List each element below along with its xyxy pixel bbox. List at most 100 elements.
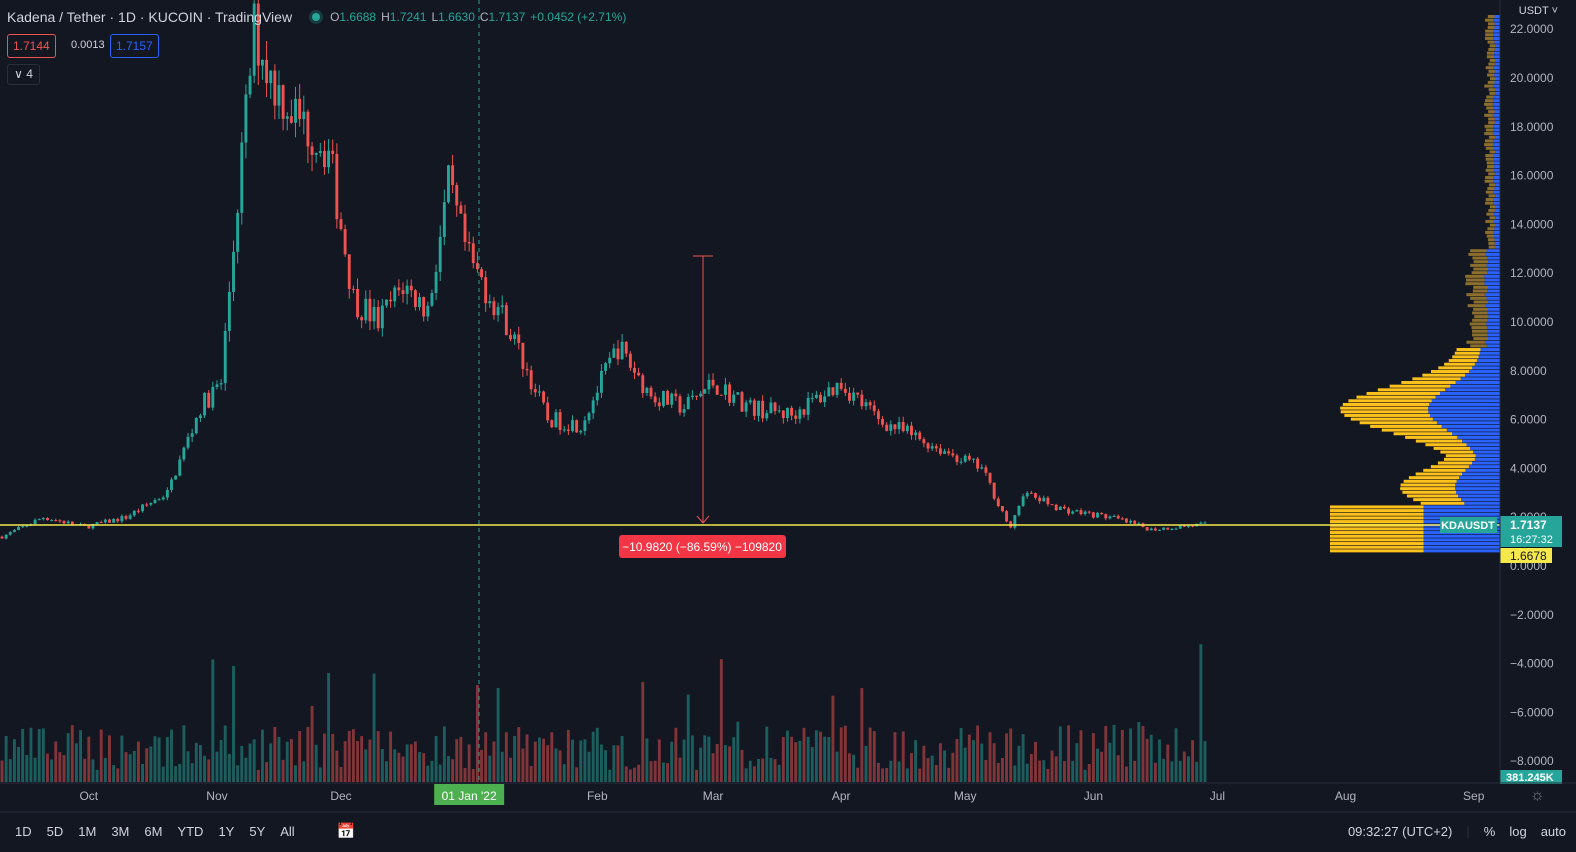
volume-bar bbox=[438, 764, 442, 782]
volume-bar bbox=[988, 732, 992, 782]
vp-bar-blue bbox=[1494, 234, 1500, 238]
timeframe-6m-button[interactable]: 6M bbox=[144, 823, 163, 839]
volume-profile bbox=[1330, 15, 1500, 553]
volume-bar bbox=[170, 729, 173, 782]
vp-bar-blue bbox=[1494, 47, 1500, 51]
vp-bar-yellow bbox=[1485, 146, 1494, 150]
candle-body bbox=[1013, 515, 1017, 528]
change-value: +0.0452 (+2.71%) bbox=[530, 10, 627, 24]
vp-bar-yellow bbox=[1489, 223, 1496, 227]
volume-bar bbox=[62, 755, 66, 782]
vp-bar-yellow bbox=[1330, 512, 1424, 516]
time-axis[interactable]: Oct Nov Dec 01 Jan '22 Feb Mar Apr May Jun Jul Aug… bbox=[79, 784, 1485, 805]
currency-selector[interactable]: USDT ˅ bbox=[1519, 5, 1558, 17]
timeframe-5y-button[interactable]: 5Y bbox=[249, 823, 266, 839]
volume-bar bbox=[215, 751, 219, 782]
date-range-calendar-icon[interactable]: 📅 bbox=[336, 823, 356, 840]
sell-button[interactable]: 1.7144 bbox=[7, 34, 56, 58]
vp-bar-blue bbox=[1475, 454, 1500, 458]
price-axis[interactable] bbox=[1500, 0, 1576, 782]
candle-body bbox=[273, 70, 277, 106]
percent-scale-toggle[interactable]: % bbox=[1483, 823, 1496, 839]
auto-scale-toggle[interactable]: auto bbox=[1540, 823, 1566, 839]
candle-body bbox=[33, 519, 37, 525]
volume-bar bbox=[8, 759, 12, 782]
buy-button[interactable]: 1.7157 bbox=[110, 34, 159, 58]
timeframe-3m-button[interactable]: 3M bbox=[111, 823, 130, 839]
volume-bar bbox=[843, 725, 847, 782]
candle-body bbox=[554, 412, 558, 428]
clock-time[interactable]: 09:32:27 (UTC+2) bbox=[1347, 823, 1453, 839]
candle-body bbox=[852, 392, 856, 401]
market-status-icon bbox=[312, 13, 321, 21]
timeframe-1m-button[interactable]: 1M bbox=[78, 823, 97, 839]
timeframe-1d-button[interactable]: 1D bbox=[15, 823, 32, 839]
candle-body bbox=[198, 415, 202, 418]
volume-bar bbox=[401, 756, 405, 782]
vp-bar-blue bbox=[1439, 391, 1500, 395]
volume-bar bbox=[128, 754, 132, 782]
vp-bar-blue bbox=[1486, 322, 1500, 326]
vp-bar-yellow bbox=[1466, 278, 1485, 282]
candle-body bbox=[1137, 523, 1141, 525]
volume-bar bbox=[757, 759, 760, 782]
vp-bar-blue bbox=[1446, 428, 1500, 432]
time-tick-label: Oct bbox=[79, 789, 98, 803]
vp-bar-yellow bbox=[1485, 230, 1494, 234]
volume-bar bbox=[591, 731, 595, 782]
settings-gear-icon[interactable]: ☼ bbox=[1530, 787, 1545, 804]
volume-bar bbox=[678, 757, 682, 782]
candle-body bbox=[215, 384, 219, 387]
vp-bar-blue bbox=[1494, 161, 1500, 165]
volume-bar bbox=[364, 749, 368, 782]
candle-body bbox=[132, 510, 136, 516]
volume-bar bbox=[558, 750, 562, 782]
vp-bar-blue bbox=[1457, 435, 1500, 439]
log-scale-toggle[interactable]: log bbox=[1509, 823, 1527, 839]
candle-body bbox=[690, 395, 694, 398]
vp-bar-blue bbox=[1494, 80, 1500, 84]
indicators-toggle-button[interactable]: ∨ 4 bbox=[7, 64, 40, 85]
volume-bar bbox=[451, 759, 455, 782]
vp-bar-blue bbox=[1460, 377, 1500, 381]
volume-bar bbox=[182, 725, 186, 782]
volume-bar bbox=[447, 756, 450, 782]
candle-body bbox=[157, 499, 161, 501]
vp-bar-blue bbox=[1493, 154, 1500, 158]
candle-body bbox=[1174, 528, 1178, 530]
vp-bar-blue bbox=[1452, 432, 1500, 436]
timeframe-ytd-button[interactable]: YTD bbox=[177, 823, 204, 839]
candle-body bbox=[856, 392, 860, 395]
timeframe-1y-button[interactable]: 1Y bbox=[218, 823, 235, 839]
candle-body bbox=[434, 271, 438, 294]
volume-bar bbox=[579, 740, 583, 782]
volume-bar bbox=[484, 732, 488, 782]
candle-body bbox=[938, 448, 942, 454]
volume-bar bbox=[765, 726, 769, 782]
candle-body bbox=[1046, 497, 1050, 505]
candle-body bbox=[963, 455, 967, 462]
vp-bar-blue bbox=[1423, 549, 1500, 553]
volume-bar bbox=[186, 751, 190, 782]
candle-body bbox=[1199, 522, 1203, 524]
vp-bar-yellow bbox=[1486, 106, 1494, 110]
vp-bar-blue bbox=[1494, 40, 1500, 44]
volume-bar bbox=[1029, 754, 1033, 782]
candle-body bbox=[95, 522, 99, 525]
candle-body bbox=[562, 429, 566, 431]
candle-body bbox=[860, 394, 864, 407]
vp-bar-yellow bbox=[1433, 446, 1471, 450]
candle-body bbox=[781, 410, 785, 419]
volume-bar bbox=[83, 758, 87, 782]
volume-bar bbox=[124, 752, 128, 782]
measure-tool[interactable]: −10.9820 (−86.59%) −109820 bbox=[619, 255, 786, 558]
vp-bar-yellow bbox=[1472, 333, 1488, 337]
timeframe-all-button[interactable]: All bbox=[280, 823, 295, 839]
vp-bar-yellow bbox=[1484, 84, 1493, 88]
timeframe-5d-button[interactable]: 5D bbox=[46, 823, 64, 839]
vp-bar-blue bbox=[1484, 274, 1500, 278]
volume-bar bbox=[0, 760, 4, 782]
candle-body bbox=[500, 305, 504, 308]
symbol-title[interactable]: Kadena / Tether · 1D · KUCOIN · TradingV… bbox=[7, 9, 293, 25]
